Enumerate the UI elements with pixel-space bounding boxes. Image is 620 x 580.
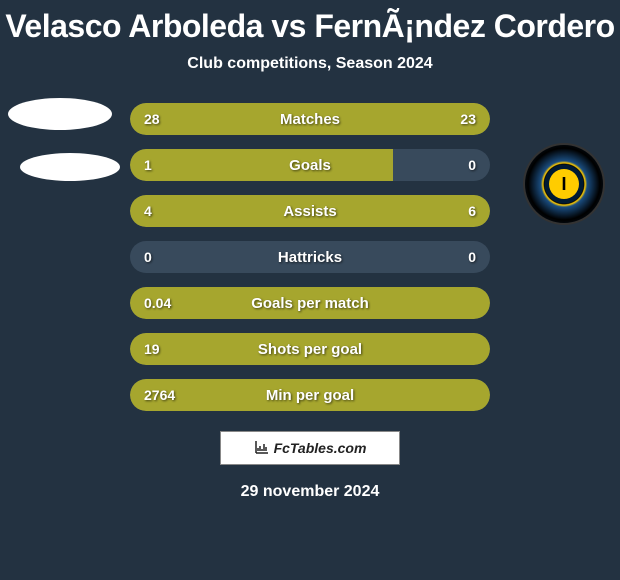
stat-label: Min per goal	[130, 387, 490, 404]
source-logo: FcTables.com	[220, 431, 400, 465]
stat-row: Hattricks0 0	[130, 241, 490, 273]
club-badge-letter: I	[549, 169, 579, 199]
stat-value-left: 28	[144, 111, 160, 127]
stat-value-right: 0	[468, 157, 476, 173]
club-badge: I	[523, 143, 605, 225]
date-label: 29 november 2024	[0, 483, 620, 501]
player-avatar-placeholder-1	[8, 98, 112, 130]
stat-row: Goals per match0.04	[130, 287, 490, 319]
stat-value-right: 0	[468, 249, 476, 265]
stat-value-right: 23	[460, 111, 476, 127]
stat-row: Shots per goal19	[130, 333, 490, 365]
infographic-container: Velasco Arboleda vs FernÃ¡ndez Cordero C…	[0, 0, 620, 580]
player-avatar-placeholder-2	[20, 153, 120, 181]
stat-label: Shots per goal	[130, 341, 490, 358]
stat-value-left: 19	[144, 341, 160, 357]
stat-label: Hattricks	[130, 249, 490, 266]
stat-value-right: 6	[468, 203, 476, 219]
stat-row: Min per goal2764	[130, 379, 490, 411]
stats-area: I Matches2823Goals10Assists46Hattricks00…	[0, 103, 620, 411]
stat-label: Matches	[130, 111, 490, 128]
source-logo-text: FcTables.com	[274, 440, 367, 456]
stat-value-left: 0	[144, 249, 152, 265]
stat-value-left: 0.04	[144, 295, 171, 311]
stat-label: Goals	[130, 157, 490, 174]
stat-value-left: 2764	[144, 387, 175, 403]
stat-value-left: 1	[144, 157, 152, 173]
page-title: Velasco Arboleda vs FernÃ¡ndez Cordero	[0, 0, 620, 45]
stat-label: Goals per match	[130, 295, 490, 312]
stat-label: Assists	[130, 203, 490, 220]
stat-row: Assists4 6	[130, 195, 490, 227]
stat-value-left: 4	[144, 203, 152, 219]
subtitle: Club competitions, Season 2024	[0, 55, 620, 73]
stat-row: Matches28 23	[130, 103, 490, 135]
stat-row: Goals1 0	[130, 149, 490, 181]
chart-icon	[254, 439, 270, 458]
